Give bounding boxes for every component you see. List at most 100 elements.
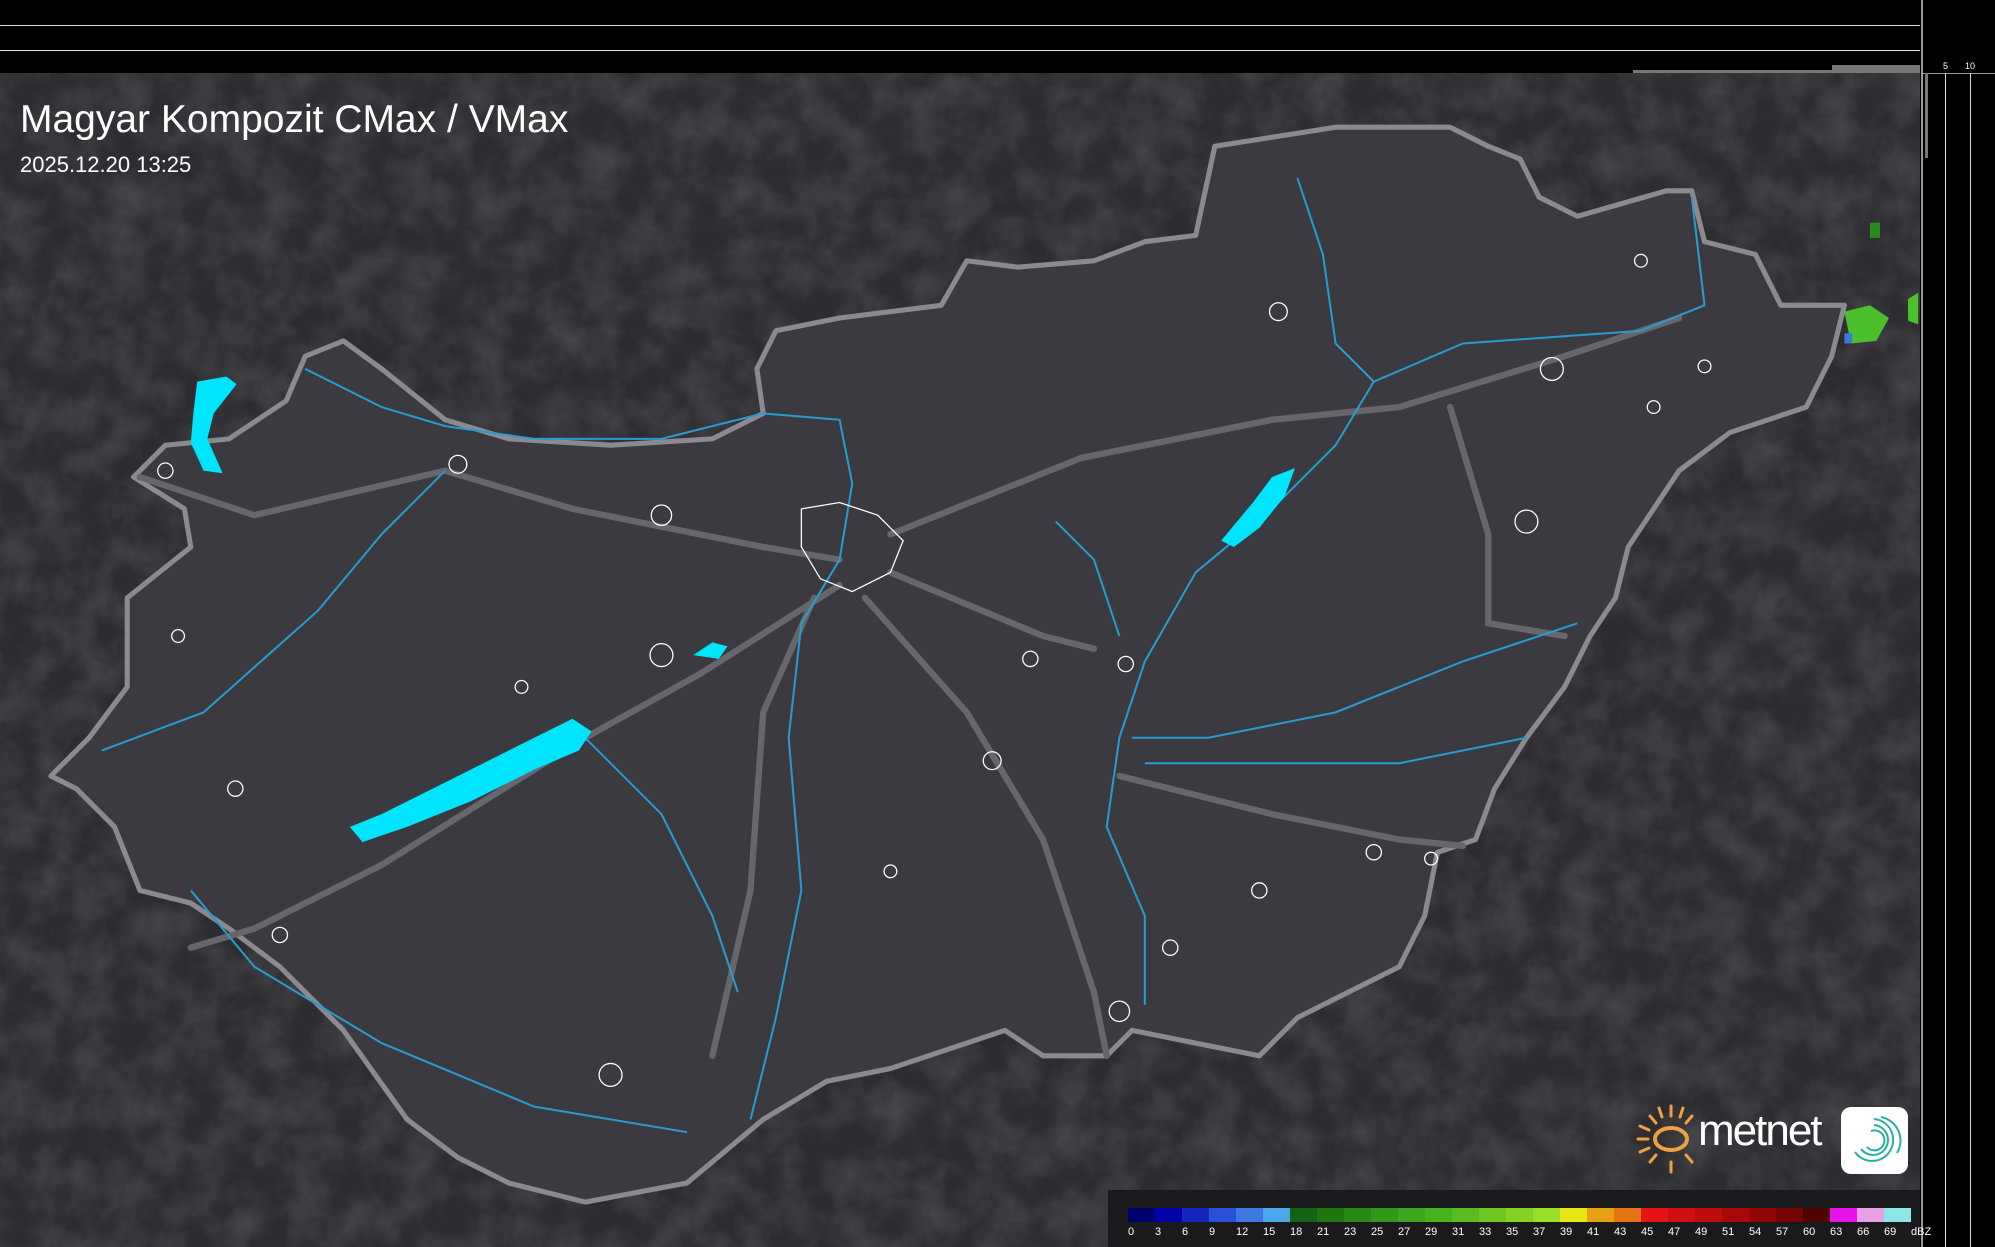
- profile-bar-peak: [1832, 65, 1920, 73]
- right-axis-label-5: 5: [1943, 61, 1949, 71]
- river-maros: [1144, 736, 1527, 765]
- spiral-app-icon: [1841, 1107, 1908, 1174]
- lakes: [190, 376, 1295, 843]
- radar-map[interactable]: Magyar Kompozit CMax / VMax 2025.12.20 1…: [0, 73, 1920, 1247]
- lake-velence: [693, 642, 728, 659]
- legend-swatch: [1533, 1208, 1560, 1222]
- legend-label: 43: [1614, 1226, 1627, 1238]
- echo-cell: [1908, 292, 1919, 325]
- road-m5: [861, 594, 1110, 1059]
- legend-label: 41: [1587, 1226, 1600, 1238]
- legend-label: 54: [1749, 1226, 1762, 1238]
- legend-label: 9: [1209, 1226, 1216, 1238]
- road-m43: [1116, 772, 1467, 850]
- grid-line-v5: [1945, 73, 1946, 1247]
- river-koros: [1132, 622, 1578, 739]
- river-drava: [190, 889, 688, 1134]
- legend-label: 47: [1668, 1226, 1681, 1238]
- roads: [136, 314, 1683, 1059]
- echo-cell: [1869, 222, 1881, 238]
- legend-swatch: [1803, 1208, 1830, 1222]
- right-profile-panel: 5 10: [1921, 0, 1995, 1247]
- profile-bar: [1633, 70, 1920, 73]
- dbz-legend: 0 3 6 9 12 15 18 21 23 25 27 29 31 33 35 37 39 41 43 45 47 49…: [1108, 1190, 1931, 1247]
- legend-swatch: [1452, 1208, 1479, 1222]
- legend-label: 31: [1452, 1226, 1465, 1238]
- legend-label: 15: [1263, 1226, 1276, 1238]
- right-axis-label-10: 10: [1965, 61, 1976, 71]
- precipitation-echoes: [1844, 222, 1919, 344]
- profile-bar-vertical: [1925, 73, 1928, 158]
- legend-label: 25: [1371, 1226, 1384, 1238]
- top-profile-panel: 10 5: [0, 0, 1934, 73]
- legend-label: 49: [1695, 1226, 1708, 1238]
- map-title: Magyar Kompozit CMax / VMax: [20, 98, 569, 141]
- legend-label: 0: [1128, 1226, 1135, 1238]
- legend-swatch: [1641, 1208, 1668, 1222]
- budapest-outline: [800, 501, 904, 593]
- river-sajo: [1296, 177, 1375, 383]
- rivers: [101, 177, 1706, 1134]
- legend-swatch: [1479, 1208, 1506, 1222]
- legend-label: 37: [1533, 1226, 1546, 1238]
- lake-tisza: [1221, 468, 1295, 547]
- legend-labels: 0 3 6 9 12 15 18 21 23 25 27 29 31 33 35 37 39 41 43 45 47 49…: [1128, 1226, 1938, 1238]
- legend-label: 35: [1506, 1226, 1519, 1238]
- legend-label: 39: [1560, 1226, 1573, 1238]
- legend-label: 27: [1398, 1226, 1411, 1238]
- legend-swatch: [1722, 1208, 1749, 1222]
- road-m35: [1446, 403, 1568, 640]
- echo-cell: [1844, 333, 1853, 344]
- legend-swatch: [1614, 1208, 1641, 1222]
- legend-swatch: [1236, 1208, 1263, 1222]
- grid-line-v10: [1970, 73, 1971, 1247]
- legend-swatch: [1587, 1208, 1614, 1222]
- road-m7: [187, 581, 843, 951]
- legend-swatch: [1506, 1208, 1533, 1222]
- city-outlines: [157, 253, 1712, 1087]
- legend-label: 29: [1425, 1226, 1438, 1238]
- map-svg: [0, 73, 1920, 1247]
- road-m3: [887, 314, 1683, 538]
- legend-swatch: [1668, 1208, 1695, 1222]
- legend-label: 51: [1722, 1226, 1735, 1238]
- legend-label: 18: [1290, 1226, 1303, 1238]
- legend-label: 3: [1155, 1226, 1162, 1238]
- legend-swatch: [1560, 1208, 1587, 1222]
- legend-swatch: [1749, 1208, 1776, 1222]
- legend-swatch: [1776, 1208, 1803, 1222]
- grid-line-10: [0, 25, 1920, 26]
- legend-swatch: [1128, 1208, 1155, 1222]
- legend-swatch: [1155, 1208, 1182, 1222]
- metnet-wordmark: metnet: [1698, 1106, 1823, 1155]
- legend-color-bar: [1128, 1208, 1911, 1222]
- river-raba: [101, 469, 446, 752]
- road-m4: [887, 569, 1098, 652]
- road-m1: [136, 467, 843, 563]
- metnet-logo: metnet: [1636, 1102, 1908, 1181]
- lake-ferto: [190, 376, 237, 474]
- legend-swatch: [1371, 1208, 1398, 1222]
- map-timestamp: 2025.12.20 13:25: [20, 152, 192, 177]
- legend-swatch: [1884, 1208, 1911, 1222]
- legend-swatch: [1182, 1208, 1209, 1222]
- legend-label: 57: [1776, 1226, 1789, 1238]
- legend-swatch: [1398, 1208, 1425, 1222]
- legend-swatch: [1317, 1208, 1344, 1222]
- river-danube: [304, 367, 854, 1120]
- legend-label: 12: [1236, 1226, 1249, 1238]
- legend-swatch: [1857, 1208, 1884, 1222]
- legend-label: 66: [1857, 1226, 1870, 1238]
- legend-label: 33: [1479, 1226, 1492, 1238]
- legend-swatch: [1830, 1208, 1857, 1222]
- legend-label: 63: [1830, 1226, 1843, 1238]
- legend-swatch: [1290, 1208, 1317, 1222]
- legend-swatch: [1263, 1208, 1290, 1222]
- river-sio: [584, 737, 739, 993]
- hungary-country: [48, 124, 1847, 1205]
- legend-swatch: [1425, 1208, 1452, 1222]
- legend-swatch: [1695, 1208, 1722, 1222]
- legend-label: 60: [1803, 1226, 1816, 1238]
- lake-balaton: [349, 718, 592, 843]
- legend-label: 6: [1182, 1226, 1189, 1238]
